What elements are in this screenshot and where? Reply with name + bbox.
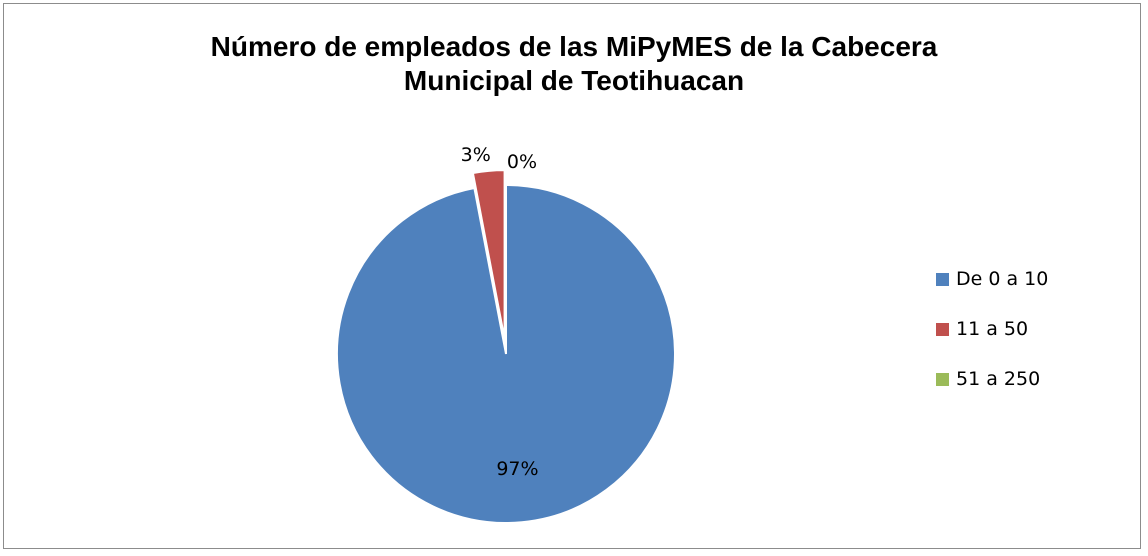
legend-label-de-0-a-10: De 0 a 10 — [956, 268, 1049, 290]
legend-swatch-51-a-250 — [936, 372, 949, 386]
legend-label-11-a-50: 11 a 50 — [956, 318, 1029, 340]
legend-swatch-11-a-50 — [936, 322, 949, 336]
legend-label-51-a-250: 51 a 250 — [956, 368, 1041, 390]
pie-data-labels: 97% 3% 0% — [461, 144, 539, 480]
legend-swatch-de-0-a-10 — [936, 272, 949, 286]
chart-title-line-2: Municipal de Teotihuacan — [403, 65, 745, 96]
pie-slices — [336, 169, 676, 524]
legend-item-de-0-a-10: De 0 a 10 — [936, 266, 1048, 292]
legend-item-11-a-50: 11 a 50 — [936, 316, 1048, 342]
chart-title-line-1: Número de empleados de las MiPyMES de la… — [210, 31, 938, 62]
pie-slice-11-a-50 — [471, 169, 506, 340]
pie-slice-de-0-a-10 — [336, 183, 676, 524]
data-label-11-a-50: 3% — [461, 144, 491, 166]
chart-title: Número de empleados de las MiPyMES de la… — [0, 30, 1148, 98]
data-label-51-a-250: 0% — [507, 151, 537, 173]
chart-legend: De 0 a 10 11 a 50 51 a 250 — [936, 266, 1048, 416]
legend-item-51-a-250: 51 a 250 — [936, 366, 1048, 392]
data-label-de-0-a-10: 97% — [496, 458, 538, 480]
